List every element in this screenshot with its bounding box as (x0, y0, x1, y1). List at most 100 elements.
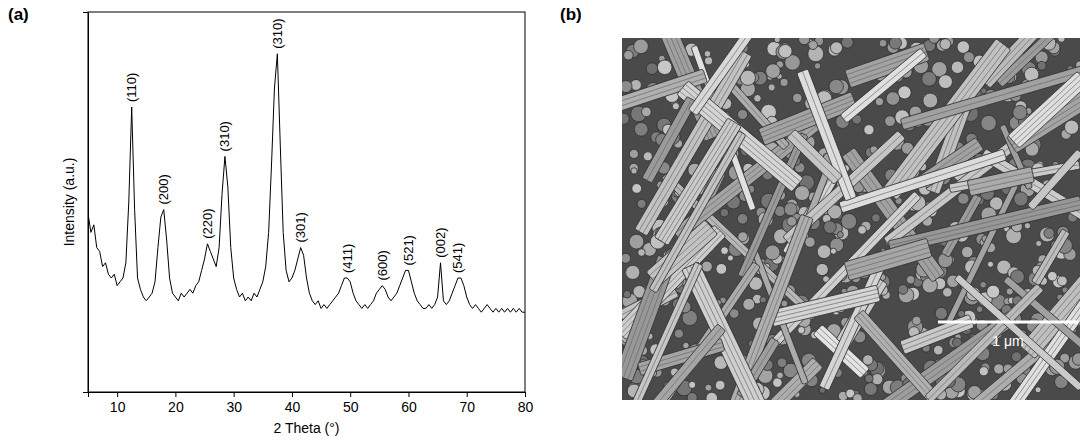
x-tick: 70 (459, 392, 475, 415)
sem-grain (865, 375, 873, 383)
sem-rod-body (1027, 149, 1080, 210)
sem-grain (798, 326, 805, 333)
sem-grain (858, 226, 867, 235)
sem-grain (817, 245, 831, 259)
sem-grain (634, 39, 649, 54)
sem-rod-strand (773, 361, 816, 400)
sem-grain (777, 358, 787, 368)
sem-grain (629, 234, 644, 249)
sem-grain (1036, 241, 1042, 247)
sem-rod (629, 324, 726, 400)
sem-grain (912, 316, 921, 325)
sem-grain (1064, 120, 1078, 134)
sem-grain (641, 107, 651, 117)
sem-rod-body (1008, 71, 1080, 148)
sem-grain (879, 39, 887, 47)
sem-image (622, 38, 1080, 400)
sem-rod-strand (843, 52, 923, 119)
x-tick-label: 10 (110, 399, 126, 415)
sem-grain (987, 285, 1000, 298)
sem-rod-body (688, 38, 785, 116)
panel-label: (a) (8, 5, 29, 24)
sem-grain (940, 39, 951, 50)
sem-grain (643, 152, 652, 161)
peak-label: (411) (340, 244, 355, 273)
sem-rod-body (839, 149, 1007, 213)
sem-grain (706, 392, 718, 400)
sem-grain (657, 60, 672, 75)
sem-rod-strand (771, 289, 878, 314)
sem-rod-body (622, 262, 703, 400)
sem-grain (721, 247, 729, 255)
sem-grain (716, 263, 727, 274)
sem-rod-strand (1014, 78, 1080, 142)
sem-grain (1035, 387, 1041, 393)
sem-rod (1027, 149, 1080, 210)
sem-grain (689, 381, 696, 388)
x-tick-label: 40 (285, 399, 301, 415)
sem-grain (1057, 276, 1067, 286)
sem-grain (933, 345, 943, 355)
peak-label: (002) (433, 227, 448, 257)
sem-rod-strand (848, 252, 931, 276)
sem-grain (841, 38, 853, 48)
sem-grain (929, 38, 940, 43)
x-tick: 20 (168, 392, 184, 415)
sem-rod (840, 48, 927, 123)
sem-grain (765, 245, 780, 260)
sem-grain (674, 329, 683, 338)
sem-grain (768, 84, 775, 91)
peak-label: (220) (200, 208, 215, 238)
x-tick: 80 (518, 392, 534, 415)
x-tick-label: 20 (168, 399, 184, 415)
sem-grain (979, 367, 988, 376)
sem-grain (987, 261, 993, 267)
sem-grain (830, 248, 836, 254)
sem-grain (889, 38, 901, 49)
sem-grain (780, 78, 788, 86)
peak-label: (110) (124, 73, 139, 102)
sem-rod-body (629, 324, 726, 400)
sem-grain (1024, 223, 1030, 229)
sem-rod-strand (802, 71, 851, 199)
peak-label: (541) (450, 243, 465, 273)
sem-grain (766, 64, 781, 79)
sem-grain (705, 384, 712, 391)
panel-label: (b) (560, 5, 582, 24)
sem-grain (743, 298, 755, 310)
x-tick-mark (408, 392, 409, 397)
sem-grain (864, 125, 874, 135)
y-axis (83, 13, 89, 393)
y-axis-title: Intensity (a.u.) (61, 158, 77, 247)
peak-label: (200) (156, 174, 171, 204)
sem-grain (830, 42, 842, 54)
peak-label: (310) (270, 18, 285, 48)
sem-grain (799, 38, 810, 45)
sem-rod-strand (1016, 81, 1080, 145)
plot-area (88, 54, 525, 312)
sem-rod (1031, 229, 1070, 286)
sem-grain (1040, 227, 1055, 242)
sem-rod-strand (841, 154, 1005, 207)
sem-rod (854, 310, 939, 400)
sem-grain (727, 255, 733, 261)
sem-grain (704, 57, 712, 65)
sem-grain (939, 75, 953, 89)
x-tick-mark (175, 392, 176, 397)
sem-grain (646, 63, 658, 75)
x-tick: 50 (343, 392, 359, 415)
sem-grain (779, 44, 793, 58)
sem-rod-strand (791, 134, 838, 181)
sem-rod-body (967, 167, 1034, 196)
sem-grain (774, 38, 780, 43)
sem-rod-body (1031, 229, 1070, 286)
sem-grain (885, 116, 896, 127)
sem-rod-body (854, 310, 939, 400)
sem-rod-strand (762, 100, 855, 137)
sem-rod (1008, 71, 1080, 148)
sem-rod-body (797, 69, 857, 201)
sem-rod-strand (763, 104, 856, 141)
sem-rod-strand (773, 194, 918, 344)
sem-grain (872, 214, 880, 222)
sem-rod-strand (857, 315, 932, 399)
